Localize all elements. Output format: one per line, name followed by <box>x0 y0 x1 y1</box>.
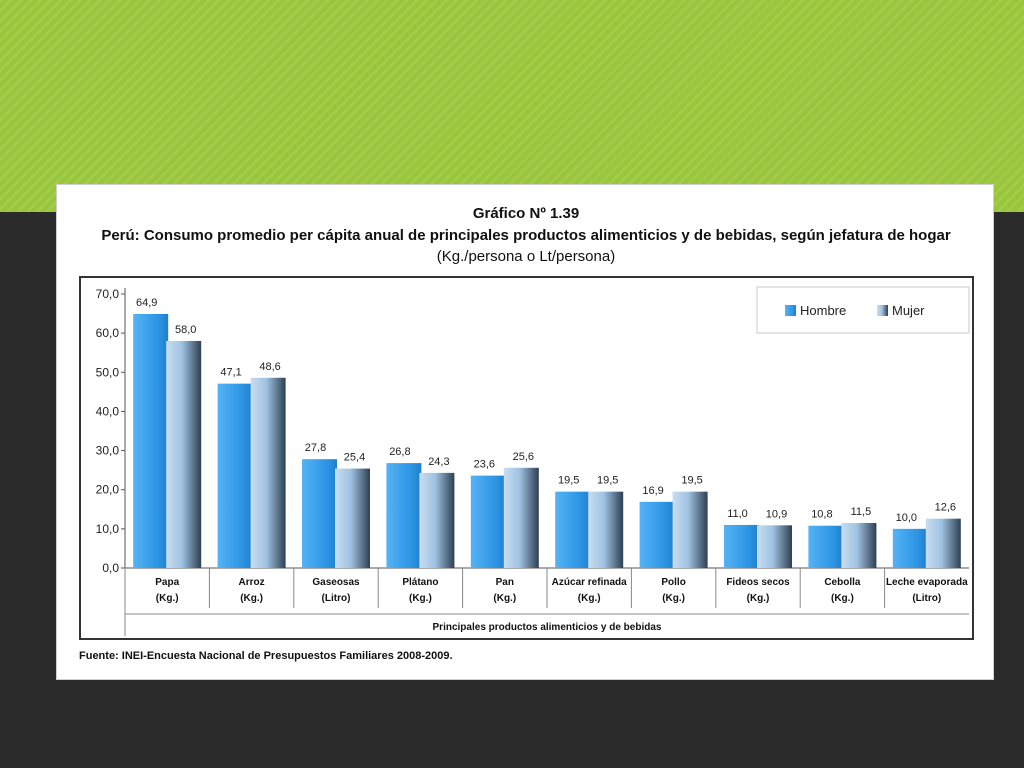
category-unit-label: (Kg.) <box>578 593 601 604</box>
bar-mujer <box>250 377 286 568</box>
data-label: 26,8 <box>389 446 410 458</box>
bar-hombre <box>639 501 675 568</box>
category-unit-label: (Kg.) <box>831 593 854 604</box>
data-label: 10,8 <box>811 509 832 521</box>
bar-hombre <box>302 459 337 568</box>
data-label: 12,6 <box>935 502 956 514</box>
bar-hombre <box>133 313 169 568</box>
category-unit-label: (Kg.) <box>662 593 685 604</box>
data-label: 48,6 <box>259 361 280 373</box>
bar-hombre <box>470 475 506 568</box>
category-unit-label: (Kg.) <box>747 593 770 604</box>
category-label: Pollo <box>661 577 685 588</box>
bar-mujer <box>335 468 370 568</box>
bar-hombre <box>808 525 844 568</box>
category-unit-label: (Kg.) <box>493 593 516 604</box>
plot-frame: 0,0 10,0 20,0 30,0 40,0 50,0 60,0 70,0 64,9 58,0 P… <box>79 276 974 640</box>
y-tick-label: 0,0 <box>102 561 119 575</box>
data-label: 27,8 <box>305 442 326 454</box>
bar-hombre <box>217 383 253 568</box>
category-unit-label: (Kg.) <box>240 593 263 604</box>
data-label: 11,0 <box>727 508 748 520</box>
category-unit-label: (Litro) <box>912 593 941 604</box>
category-label: Cebolla <box>824 577 861 588</box>
bar-hombre <box>724 524 759 568</box>
slide-top-band <box>0 0 1024 212</box>
bar-mujer <box>166 340 202 568</box>
chart-units-label: (Kg./persona o Lt/persona) <box>436 248 616 265</box>
y-tick-label: 70,0 <box>96 287 120 301</box>
bar-mujer <box>672 491 708 568</box>
y-tick-label: 30,0 <box>96 444 120 458</box>
data-label: 16,9 <box>642 485 663 497</box>
bar-mujer <box>925 518 961 568</box>
data-label: 25,6 <box>513 451 534 463</box>
data-label: 10,9 <box>766 508 787 520</box>
data-label: 24,3 <box>428 456 449 468</box>
category-unit-label: (Kg.) <box>156 593 179 604</box>
category-label: Arroz <box>239 577 265 588</box>
legend-label-mujer: Mujer <box>892 303 925 318</box>
data-label: 19,5 <box>681 475 702 487</box>
category-label: Gaseosas <box>312 577 360 588</box>
bar-mujer <box>757 525 792 568</box>
category-label: Leche evaporada <box>886 577 968 588</box>
data-label: 64,9 <box>136 297 157 309</box>
category-label: Plátano <box>402 577 438 588</box>
source-note: Fuente: INEI-Encuesta Nacional de Presup… <box>79 650 453 662</box>
chart-image: Gráfico Nº 1.39 Perú: Consumo promedio p… <box>56 184 994 680</box>
bar-mujer <box>588 491 624 568</box>
data-label: 47,1 <box>220 367 241 379</box>
category-label: Papa <box>155 577 179 588</box>
x-axis-title: Principales productos alimenticios y de … <box>433 622 662 633</box>
category-label: Azúcar refinada <box>552 577 627 588</box>
category-unit-label: (Kg.) <box>409 593 432 604</box>
category-label: Pan <box>496 577 514 588</box>
data-label: 23,6 <box>474 459 495 471</box>
bar-mujer <box>841 522 877 568</box>
data-label: 19,5 <box>558 475 579 487</box>
bar-chart: 0,0 10,0 20,0 30,0 40,0 50,0 60,0 70,0 64,9 58,0 P… <box>96 286 970 636</box>
chart-title: Gráfico Nº 1.39 <box>472 205 580 222</box>
bar-hombre <box>386 463 422 568</box>
legend-swatch-hombre <box>785 305 796 316</box>
bar-hombre <box>892 528 928 568</box>
legend-swatch-mujer <box>877 305 888 316</box>
data-label: 10,0 <box>896 512 917 524</box>
y-tick-label: 50,0 <box>96 365 120 379</box>
y-tick-label: 40,0 <box>96 404 120 418</box>
bar-hombre <box>555 491 591 568</box>
data-label: 11,5 <box>851 506 872 518</box>
chart-subtitle: Perú: Consumo promedio per cápita anual … <box>101 227 951 244</box>
data-label: 25,4 <box>344 452 365 464</box>
bar-mujer <box>419 472 455 568</box>
category-label: Fideos secos <box>726 577 790 588</box>
data-label: 19,5 <box>597 475 618 487</box>
y-tick-label: 10,0 <box>96 522 120 536</box>
category-unit-label: (Litro) <box>322 593 351 604</box>
y-tick-label: 60,0 <box>96 326 120 340</box>
legend-label-hombre: Hombre <box>800 303 846 318</box>
y-tick-label: 20,0 <box>96 483 120 497</box>
data-label: 58,0 <box>175 324 196 336</box>
bar-mujer <box>503 467 539 568</box>
